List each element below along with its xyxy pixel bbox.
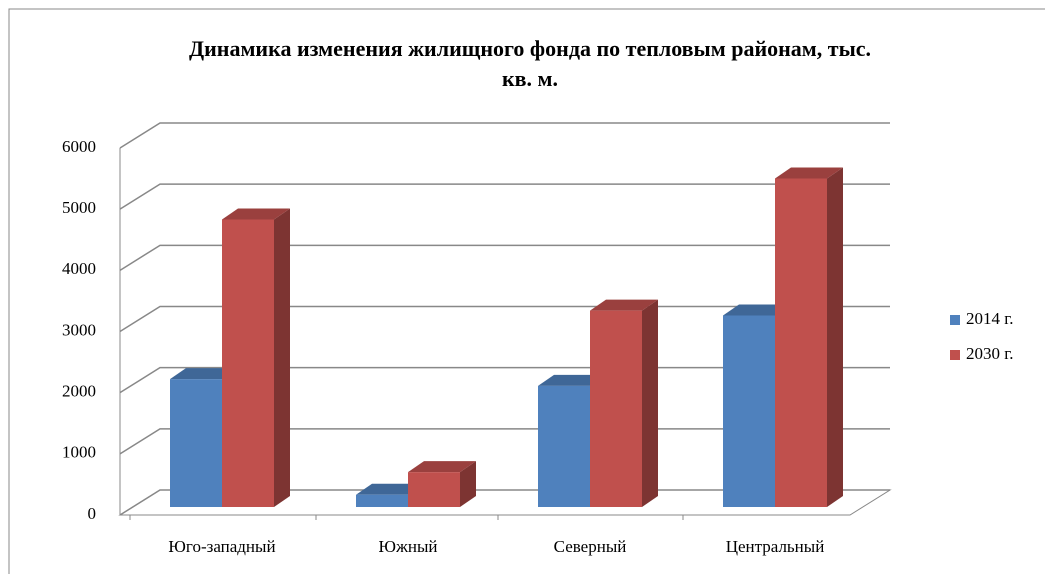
y-tick-label: 5000 [62,198,96,217]
y-tick-label: 1000 [62,443,96,462]
bar-top [170,368,238,380]
bar-side [642,299,658,507]
y-tick-label: 3000 [62,320,96,339]
legend-swatch [950,315,960,325]
bar-top [222,208,290,220]
grid-line [119,122,890,149]
grid-line [119,244,890,271]
y-tick-label: 6000 [62,137,96,156]
bar-top [356,483,424,495]
y-tick-label: 4000 [62,259,96,278]
y-tick-label: 0 [88,504,97,523]
bar-front [408,472,460,507]
bar-side [274,208,290,507]
x-tick-label: Центральный [726,537,825,556]
bar-top [538,374,606,386]
legend-label: 2014 г. [966,309,1014,328]
bar-side [827,167,843,507]
x-tick-label: Северный [554,537,627,556]
frame [8,8,1045,574]
bar-front [723,315,775,507]
bar-top [723,304,791,316]
x-tick-label: Юго-западный [168,537,275,556]
bar-front [590,310,642,507]
legend-label: 2030 г. [966,344,1014,363]
bar [408,461,476,507]
bar [775,167,843,507]
bar [590,299,658,507]
bar-front [356,494,408,507]
bar-front [538,385,590,507]
chart-title: Динамика изменения жилищного фонда по те… [188,36,872,91]
bar [222,208,290,507]
y-tick-label: 2000 [62,382,96,401]
bar-side [460,461,476,507]
bar-front [775,178,827,507]
legend-swatch [950,350,960,360]
grid-line [119,183,890,210]
bar-top [590,299,658,311]
bar-top [775,167,843,179]
bar-front [222,219,274,507]
x-tick-label: Южный [378,537,437,556]
bar-top [408,461,476,473]
bar-front [170,379,222,507]
